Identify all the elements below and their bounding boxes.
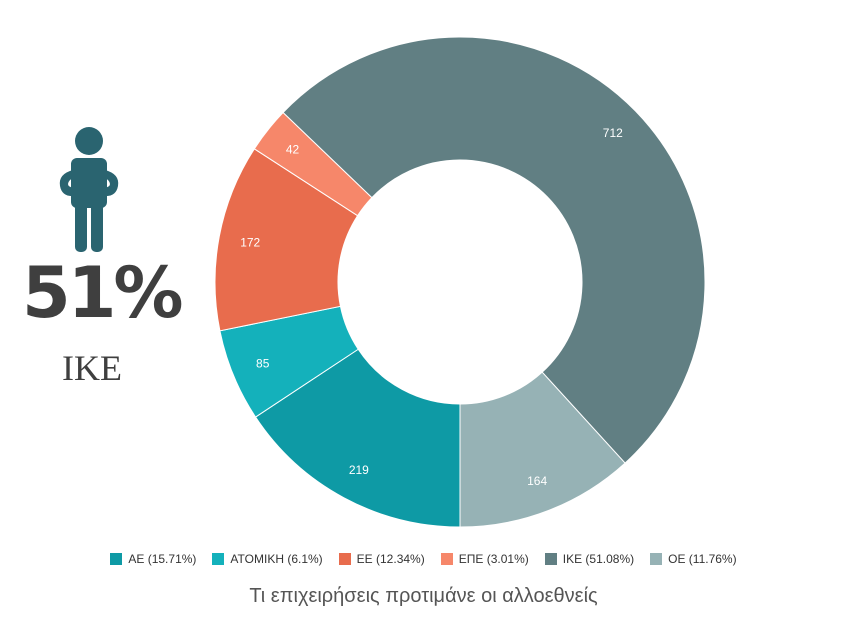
data-label-επε: 42 — [286, 143, 300, 157]
chart-legend: ΑΕ (15.71%) ΑΤΟΜΙΚΗ (6.1%) ΕΕ (12.34%) ΕΠΕ … — [0, 551, 847, 566]
legend-swatch — [440, 552, 453, 565]
legend-swatch — [338, 552, 351, 565]
data-label-ικε: 712 — [603, 126, 623, 140]
chart-title: Τι επιχειρήσεις προτιμάνε οι αλλοεθνείς — [249, 585, 598, 607]
legend-item-επε[interactable]: ΕΠΕ (3.01%) — [440, 551, 529, 566]
legend-item-οε[interactable]: ΟΕ (11.76%) — [650, 551, 737, 566]
kpi-label: IKE — [62, 348, 122, 388]
data-label-οε: 164 — [527, 474, 547, 488]
legend-swatch — [212, 552, 225, 565]
legend-item-ατομικη[interactable]: ΑΤΟΜΙΚΗ (6.1%) — [212, 551, 323, 566]
donut-slice-ικε[interactable] — [282, 36, 706, 464]
donut-chart — [214, 36, 706, 528]
legend-label: ΕΕ (12.34%) — [356, 551, 425, 566]
legend-swatch — [110, 552, 123, 565]
legend-item-αε[interactable]: ΑΕ (15.71%) — [110, 552, 196, 566]
data-label-αε: 219 — [349, 463, 369, 477]
legend-item-εε[interactable]: ΕΕ (12.34%) — [338, 551, 425, 566]
kpi-value: 51% — [22, 252, 184, 334]
legend-label: ΕΠΕ (3.01%) — [458, 551, 529, 566]
donut-slice-οε[interactable] — [459, 371, 626, 528]
legend-label: ΑΕ (15.71%) — [128, 551, 197, 566]
donut-data-labels: 219 85 172 42 712 164 — [240, 126, 623, 488]
legend-swatch — [544, 552, 557, 565]
data-label-ατομικη: 85 — [256, 357, 270, 371]
legend-label: ΟΕ (11.76%) — [668, 551, 737, 566]
legend-item-ικε[interactable]: ΙΚΕ (51.08%) — [544, 551, 635, 566]
donut-slice-αε[interactable] — [254, 348, 461, 528]
data-label-εε: 172 — [240, 235, 260, 249]
legend-label: ΑΤΟΜΙΚΗ (6.1%) — [230, 551, 323, 566]
person-icon — [59, 127, 119, 252]
legend-swatch — [650, 552, 663, 565]
legend-label: ΙΚΕ (51.08%) — [562, 551, 635, 566]
